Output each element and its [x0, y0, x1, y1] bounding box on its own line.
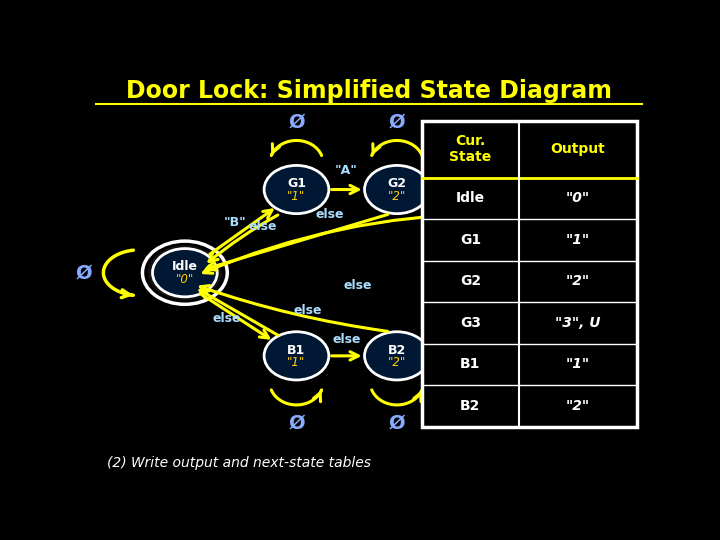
Text: Output: Output	[550, 143, 605, 156]
Circle shape	[465, 165, 530, 214]
Text: Ø: Ø	[389, 414, 405, 433]
Text: G3: G3	[460, 316, 481, 330]
Circle shape	[364, 165, 429, 214]
Text: "3", U: "3", U	[555, 316, 600, 330]
Text: "A": "A"	[336, 164, 358, 177]
Text: B1: B1	[460, 357, 480, 372]
Circle shape	[364, 332, 429, 380]
Text: Cur.
State: Cur. State	[449, 134, 492, 164]
Text: else: else	[315, 208, 344, 221]
Text: (2) Write output and next-state tables: (2) Write output and next-state tables	[107, 456, 371, 470]
Text: else: else	[248, 220, 277, 233]
Circle shape	[148, 245, 222, 300]
Text: "1": "1"	[287, 356, 305, 369]
Text: else: else	[212, 312, 241, 325]
Text: G1: G1	[287, 177, 306, 190]
Text: B1: B1	[287, 343, 305, 356]
Text: Door Lock: Simplified State Diagram: Door Lock: Simplified State Diagram	[126, 79, 612, 103]
Circle shape	[264, 332, 329, 380]
Text: "2": "2"	[566, 399, 590, 413]
Text: Ø: Ø	[288, 112, 305, 131]
Text: "2": "2"	[388, 356, 406, 369]
Text: else: else	[343, 279, 372, 292]
Text: "B": "B"	[436, 164, 459, 177]
Circle shape	[264, 165, 329, 214]
Text: Ø: Ø	[288, 414, 305, 433]
Text: "1": "1"	[566, 233, 590, 247]
Text: G2: G2	[460, 274, 481, 288]
Text: "3", U: "3", U	[480, 190, 515, 202]
Text: G1: G1	[460, 233, 481, 247]
Text: "0": "0"	[176, 273, 194, 286]
Text: Idle: Idle	[456, 191, 485, 205]
Text: Ø: Ø	[76, 263, 92, 282]
Text: "B": "B"	[224, 217, 246, 230]
Text: "1": "1"	[566, 357, 590, 372]
Text: "2": "2"	[566, 274, 590, 288]
Text: B2: B2	[460, 399, 480, 413]
Bar	[422, 121, 637, 427]
Text: "1": "1"	[287, 190, 305, 202]
Text: Ø: Ø	[389, 112, 405, 131]
Text: G3: G3	[488, 177, 507, 190]
Text: "0": "0"	[566, 191, 590, 205]
Text: G2: G2	[387, 177, 406, 190]
Text: else: else	[293, 303, 322, 316]
Text: "2": "2"	[388, 190, 406, 202]
Text: Idle: Idle	[172, 260, 198, 273]
Text: B2: B2	[388, 343, 406, 356]
Text: else: else	[333, 333, 361, 346]
Circle shape	[153, 248, 217, 297]
